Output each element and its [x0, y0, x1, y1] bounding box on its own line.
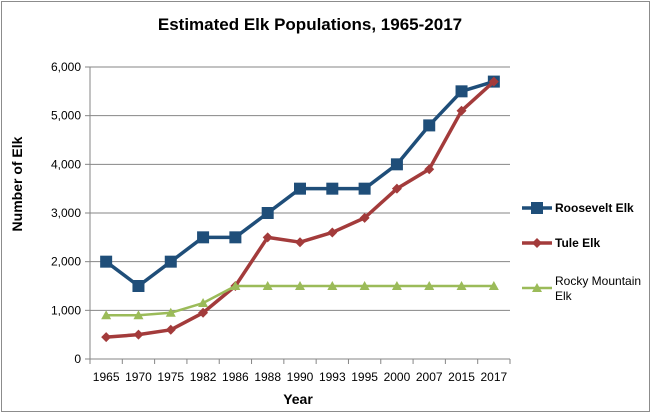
data-point	[294, 182, 306, 195]
data-point	[133, 329, 144, 340]
x-tick-label: 1975	[157, 370, 184, 384]
data-point	[101, 332, 112, 343]
legend-swatch-marker	[531, 202, 543, 214]
y-tick-label: 1,000	[51, 303, 81, 317]
series-tule-elk	[101, 76, 499, 343]
series-rocky-mountain-elk	[101, 281, 499, 320]
y-tick-label: 3,000	[51, 206, 81, 220]
x-tick-label: 1990	[287, 370, 314, 384]
data-point	[229, 231, 242, 244]
data-point	[424, 164, 435, 175]
data-point	[456, 281, 467, 290]
data-point	[295, 281, 305, 290]
y-tick-labels: 0 1,000 2,000 3,000 4,000 5,000 6,000	[51, 60, 81, 366]
data-point	[295, 237, 305, 248]
chart-title: Estimated Elk Populations, 1965-2017	[158, 15, 462, 34]
data-point	[197, 231, 210, 244]
data-point	[391, 183, 402, 194]
x-tick-label: 2017	[480, 370, 507, 384]
data-point	[423, 119, 436, 132]
y-tick-label: 2,000	[51, 255, 81, 269]
x-tick-label: 1982	[190, 370, 217, 384]
series-lines	[100, 75, 500, 343]
x-tick-label: 1965	[93, 370, 120, 384]
y-tick-label: 4,000	[51, 157, 81, 171]
data-point	[165, 324, 176, 335]
data-point	[164, 255, 177, 268]
data-point	[101, 310, 112, 320]
data-point	[262, 232, 273, 243]
gridlines	[90, 66, 510, 311]
x-tick-label: 1970	[125, 370, 152, 384]
legend-swatch-marker	[532, 283, 542, 292]
data-point	[132, 280, 145, 292]
x-tick-label: 1993	[319, 370, 346, 384]
data-point	[262, 281, 273, 290]
x-tick-labels: 1965 1970 1975 1982 1986 1988 1990 1993 1995 2000…	[93, 370, 508, 384]
data-point	[424, 281, 435, 290]
legend-swatch-marker	[532, 238, 542, 248]
data-point	[455, 85, 468, 98]
data-point	[359, 281, 370, 290]
data-point	[390, 158, 403, 171]
y-tick-label: 6,000	[51, 60, 81, 74]
data-point	[198, 307, 209, 318]
x-tick-label: 2000	[384, 370, 411, 384]
y-axis-title: Number of Elk	[9, 136, 25, 231]
data-point	[391, 281, 402, 290]
data-point	[327, 227, 338, 238]
data-point	[456, 105, 467, 116]
legend-item-rocky-mountain-elk: Rocky Mountain Elk	[522, 274, 641, 303]
x-tick-label: 2015	[448, 370, 475, 384]
y-tick-label: 5,000	[51, 109, 81, 123]
data-point	[488, 76, 499, 87]
data-point	[133, 310, 144, 320]
axes	[85, 66, 511, 364]
legend: Roosevelt Elk Tule Elk Rocky Mountain Elk	[522, 201, 641, 303]
data-point	[327, 281, 338, 290]
data-point	[358, 182, 371, 195]
x-tick-label: 1995	[351, 370, 378, 384]
legend-label: Tule Elk	[555, 236, 600, 250]
x-axis-title: Year	[283, 391, 313, 407]
data-point	[261, 207, 274, 219]
data-point	[165, 307, 176, 317]
data-point	[326, 182, 339, 195]
data-point	[198, 298, 209, 308]
series-roosevelt-elk	[100, 75, 500, 292]
data-point	[359, 212, 370, 223]
x-tick-label: 2007	[416, 370, 443, 384]
x-tick-label: 1986	[222, 370, 249, 384]
data-point	[488, 281, 499, 290]
legend-label: Rocky Mountain Elk	[555, 274, 641, 303]
data-point	[230, 281, 241, 290]
y-tick-label: 0	[74, 352, 81, 366]
x-tick-label: 1988	[254, 370, 281, 384]
legend-item-tule-elk: Tule Elk	[522, 236, 600, 250]
legend-label: Roosevelt Elk	[555, 201, 634, 215]
data-point	[100, 255, 113, 268]
legend-item-roosevelt-elk: Roosevelt Elk	[522, 201, 634, 215]
